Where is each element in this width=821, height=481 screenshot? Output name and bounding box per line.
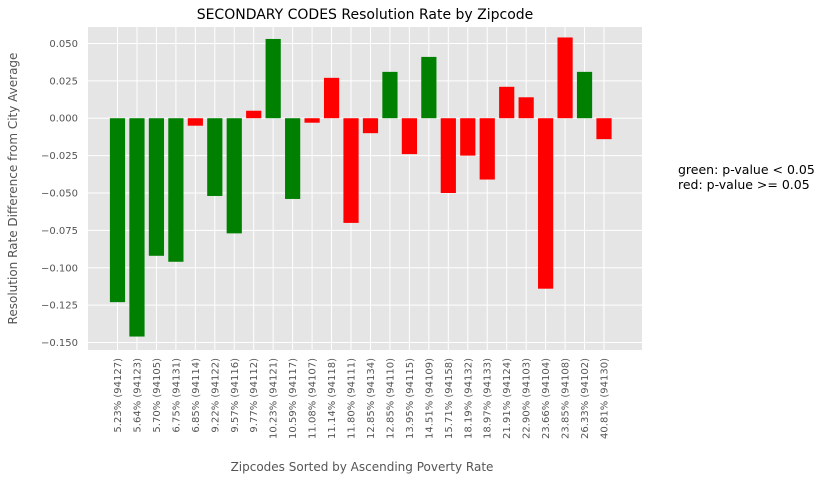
x-tick-label: 9.77% (94112) bbox=[249, 358, 260, 433]
x-tick-label: 5.70% (94105) bbox=[152, 358, 163, 433]
bar bbox=[285, 118, 301, 199]
y-tick-label: −0.075 bbox=[41, 226, 78, 237]
y-tick-labels: 0.050 0.025 0.000 −0.025 −0.050 −0.075 −0.100 −… bbox=[41, 39, 78, 349]
x-tick-label: 6.85% (94114) bbox=[191, 358, 202, 433]
bar bbox=[557, 37, 573, 119]
chart-title: SECONDARY CODES Resolution Rate by Zipco… bbox=[197, 7, 534, 23]
bar bbox=[148, 118, 165, 256]
bar bbox=[304, 118, 320, 123]
x-tick-label: 40.81% (94130) bbox=[600, 358, 611, 439]
bar bbox=[576, 71, 593, 119]
bar bbox=[518, 97, 534, 119]
y-axis-label: Resolution Rate Difference from City Ave… bbox=[6, 53, 20, 325]
x-tick-labels: 5.23% (94127) 5.64% (94123) 5.70% (94105) 6… bbox=[113, 358, 611, 439]
bar bbox=[382, 71, 398, 119]
bar bbox=[343, 118, 359, 223]
bars bbox=[109, 37, 612, 337]
x-tick-label: 12.85% (94134) bbox=[366, 358, 377, 439]
x-axis-label: Zipcodes Sorted by Ascending Poverty Rat… bbox=[231, 460, 494, 474]
bar bbox=[460, 118, 476, 156]
x-tick-label: 14.51% (94109) bbox=[424, 358, 435, 439]
bar bbox=[168, 118, 184, 262]
x-tick-label: 12.85% (94110) bbox=[385, 358, 396, 439]
bar bbox=[129, 118, 145, 337]
x-tick-label: 11.14% (94118) bbox=[327, 358, 338, 439]
x-tick-label: 22.90% (94103) bbox=[522, 358, 533, 439]
bar bbox=[362, 118, 379, 134]
x-tick-label: 9.57% (94116) bbox=[230, 358, 241, 433]
y-tick-label: 0.000 bbox=[49, 114, 78, 125]
y-tick-label: 0.050 bbox=[49, 39, 78, 50]
x-tick-label: 13.95% (94115) bbox=[405, 358, 416, 439]
y-tick-label: −0.150 bbox=[41, 338, 78, 349]
bar bbox=[109, 118, 126, 303]
y-tick-label: −0.050 bbox=[41, 188, 78, 199]
bar bbox=[246, 110, 262, 119]
x-tick-label: 5.23% (94127) bbox=[113, 358, 124, 433]
y-tick-label: −0.100 bbox=[41, 263, 78, 274]
x-tick-label: 18.19% (94132) bbox=[463, 358, 474, 439]
legend-note-green: green: p-value < 0.05 bbox=[678, 162, 815, 177]
bar bbox=[187, 118, 203, 126]
x-tick-label: 10.59% (94117) bbox=[288, 358, 299, 439]
x-tick-label: 23.66% (94104) bbox=[541, 358, 552, 439]
bar bbox=[226, 118, 242, 234]
bar bbox=[401, 118, 417, 155]
bar bbox=[499, 86, 515, 119]
x-tick-label: 15.71% (94158) bbox=[444, 358, 455, 439]
bar bbox=[440, 118, 456, 193]
x-tick-label: 18.97% (94133) bbox=[483, 358, 494, 439]
x-tick-label: 10.23% (94121) bbox=[269, 358, 280, 439]
x-tick-label: 23.85% (94108) bbox=[561, 358, 572, 439]
bar bbox=[421, 56, 437, 119]
bar bbox=[596, 118, 612, 140]
legend-note-red: red: p-value >= 0.05 bbox=[678, 177, 810, 192]
x-tick-label: 5.64% (94123) bbox=[132, 358, 143, 433]
x-tick-label: 11.80% (94111) bbox=[347, 358, 358, 439]
x-tick-label: 26.33% (94102) bbox=[580, 358, 591, 439]
y-tick-label: −0.125 bbox=[41, 301, 78, 312]
x-tick-label: 21.91% (94124) bbox=[502, 358, 513, 439]
x-tick-label: 9.22% (94122) bbox=[210, 358, 221, 433]
x-tick-label: 11.08% (94107) bbox=[308, 358, 319, 439]
bar bbox=[479, 118, 495, 180]
bar bbox=[207, 118, 223, 196]
x-tick-label: 6.75% (94131) bbox=[171, 358, 182, 433]
bar bbox=[265, 38, 281, 119]
bar bbox=[323, 77, 340, 119]
bar bbox=[538, 118, 554, 289]
y-tick-label: 0.025 bbox=[49, 76, 78, 87]
y-tick-label: −0.025 bbox=[41, 151, 78, 162]
